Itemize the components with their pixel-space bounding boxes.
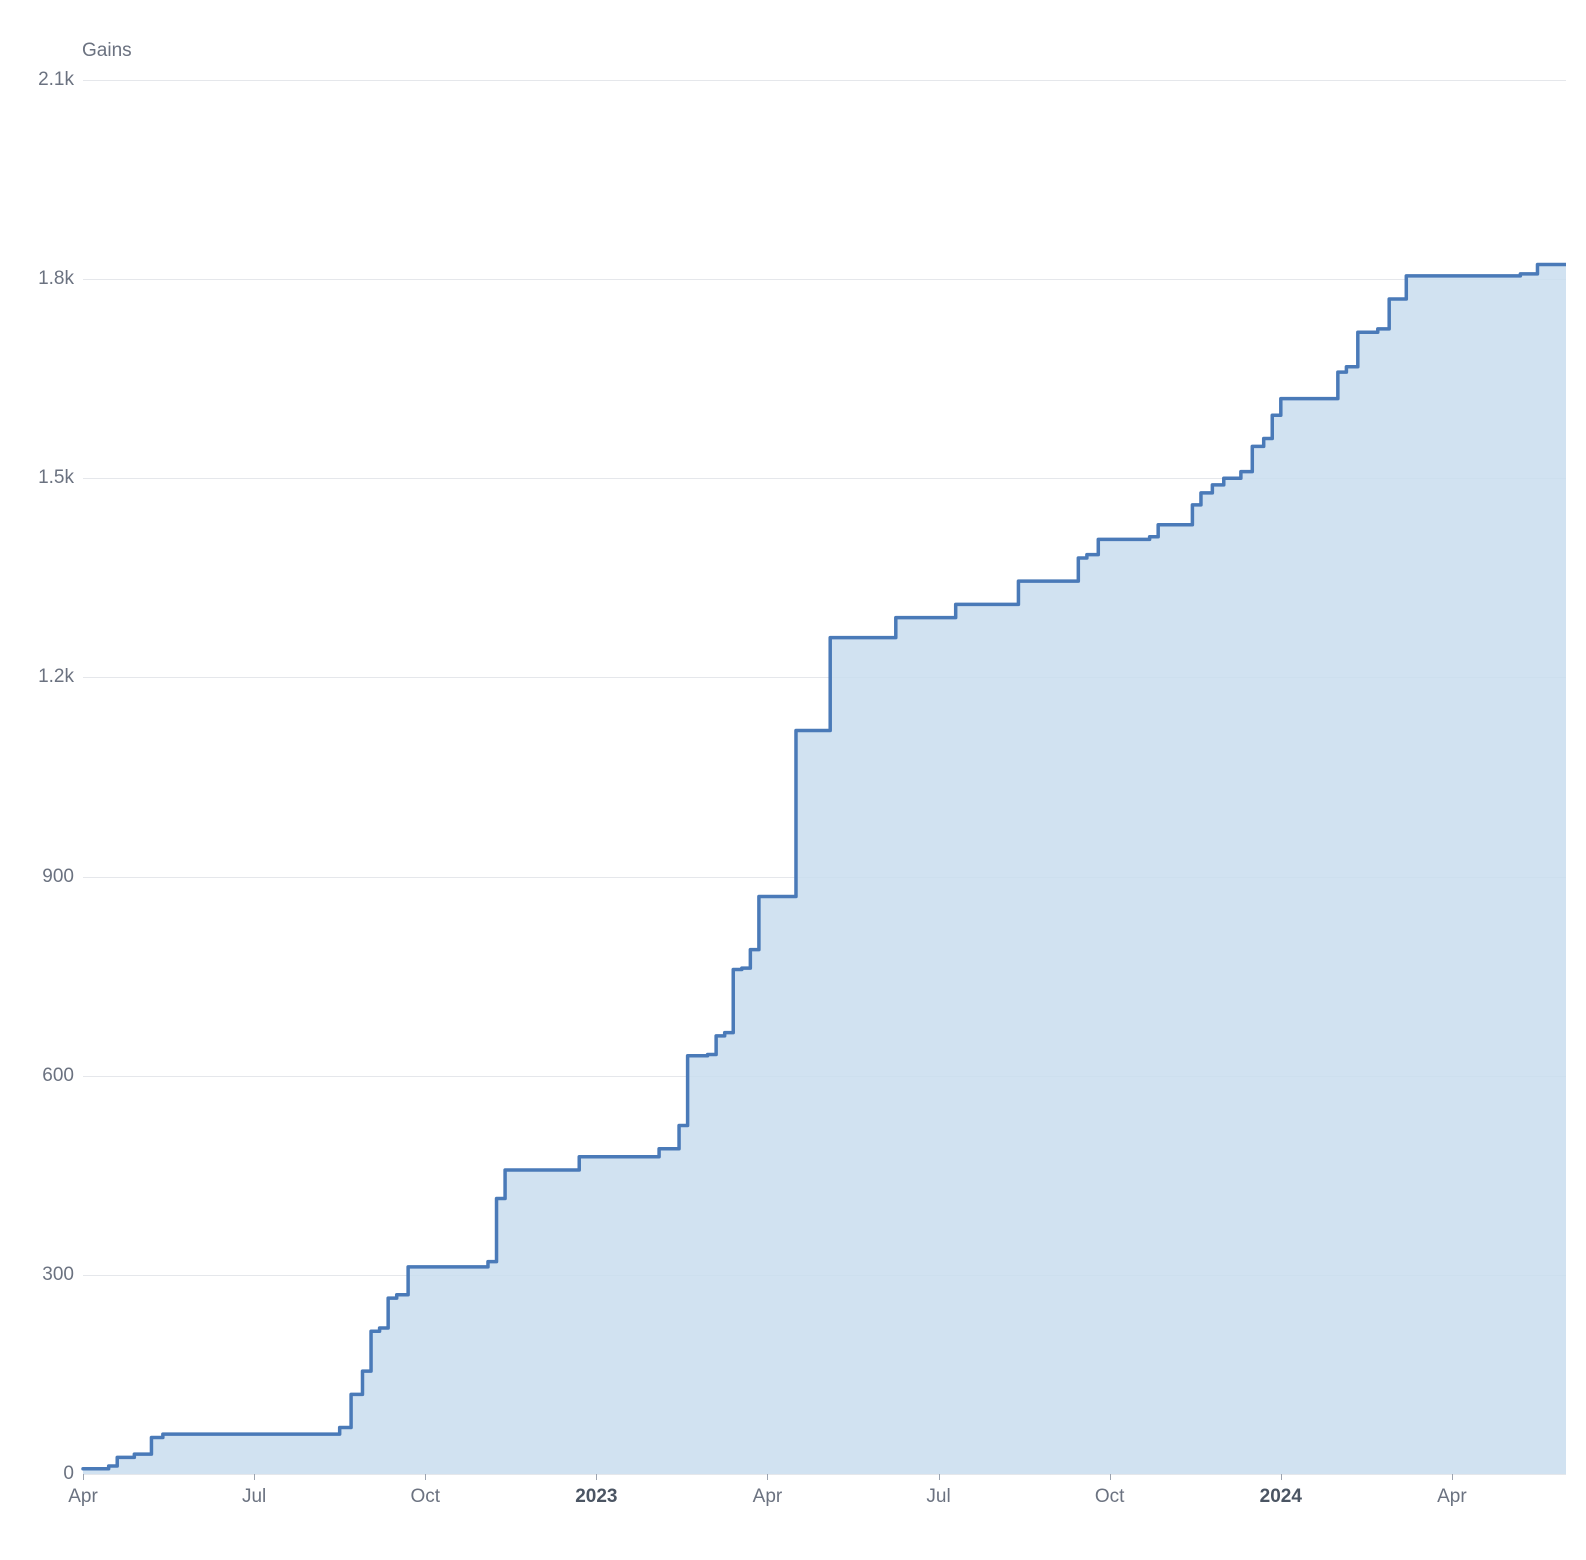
x-tick-label: Jul [242, 1486, 266, 1508]
x-tick-mark [1281, 1474, 1282, 1480]
x-tick-label: Apr [753, 1486, 783, 1508]
x-tick-label: Oct [1095, 1486, 1125, 1508]
x-tick-label: Apr [68, 1486, 98, 1508]
x-tick-mark [939, 1474, 940, 1480]
x-tick-mark [767, 1474, 768, 1480]
x-tick-label: Oct [410, 1486, 440, 1508]
x-tick-label: 2023 [575, 1486, 617, 1508]
x-tick-label: Jul [926, 1486, 950, 1508]
x-tick-mark [425, 1474, 426, 1480]
x-tick-mark [1452, 1474, 1453, 1480]
gains-chart: Gains 03006009001.2k1.5k1.8k2.1k AprJulO… [20, 20, 1566, 1540]
chart-area-fill [83, 265, 1566, 1474]
x-tick-mark [596, 1474, 597, 1480]
x-tick-mark [83, 1474, 84, 1480]
chart-plot-area [20, 20, 1566, 1476]
x-tick-label: Apr [1437, 1486, 1467, 1508]
x-tick-mark [1110, 1474, 1111, 1480]
x-tick-label: 2024 [1260, 1486, 1302, 1508]
x-tick-mark [254, 1474, 255, 1480]
